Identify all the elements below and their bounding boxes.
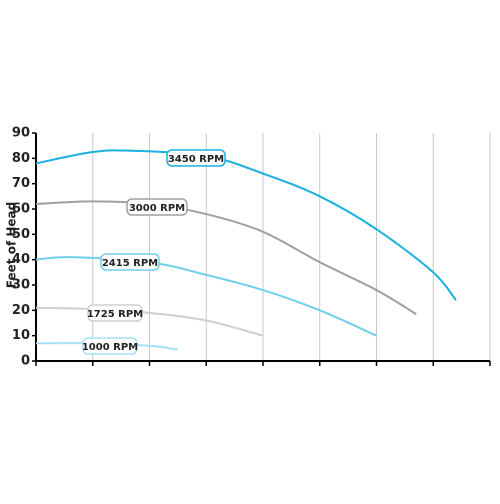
y-tick-label: 10 (12, 328, 30, 343)
curve-label: 2415 RPM (102, 258, 158, 269)
curve-label: 1725 RPM (87, 309, 143, 320)
curve-label-box (126, 198, 188, 216)
curve-label: 3000 RPM (129, 203, 185, 214)
curve (35, 200, 417, 315)
curve-label-box (87, 304, 143, 322)
y-tick-label: 60 (12, 202, 30, 217)
y-axis-label: Feet of Head (5, 202, 19, 288)
curve-label-box (82, 337, 138, 355)
y-tick-label: 50 (12, 227, 30, 242)
y-tick-label: 90 (12, 126, 30, 141)
y-tick-label: 0 (21, 354, 30, 369)
curve (35, 149, 457, 301)
curve (35, 306, 264, 337)
curve-label-box (166, 149, 226, 167)
curve-label: 3450 RPM (168, 154, 224, 165)
y-tick-label: 20 (12, 303, 30, 318)
curve-label: 1000 RPM (82, 342, 138, 353)
y-tick-label: 40 (12, 252, 30, 267)
y-tick-label: 70 (12, 176, 30, 191)
y-tick-label: 80 (12, 151, 30, 166)
curve (35, 256, 377, 337)
curve-label-box (100, 253, 160, 271)
y-tick-label: 30 (12, 278, 30, 293)
